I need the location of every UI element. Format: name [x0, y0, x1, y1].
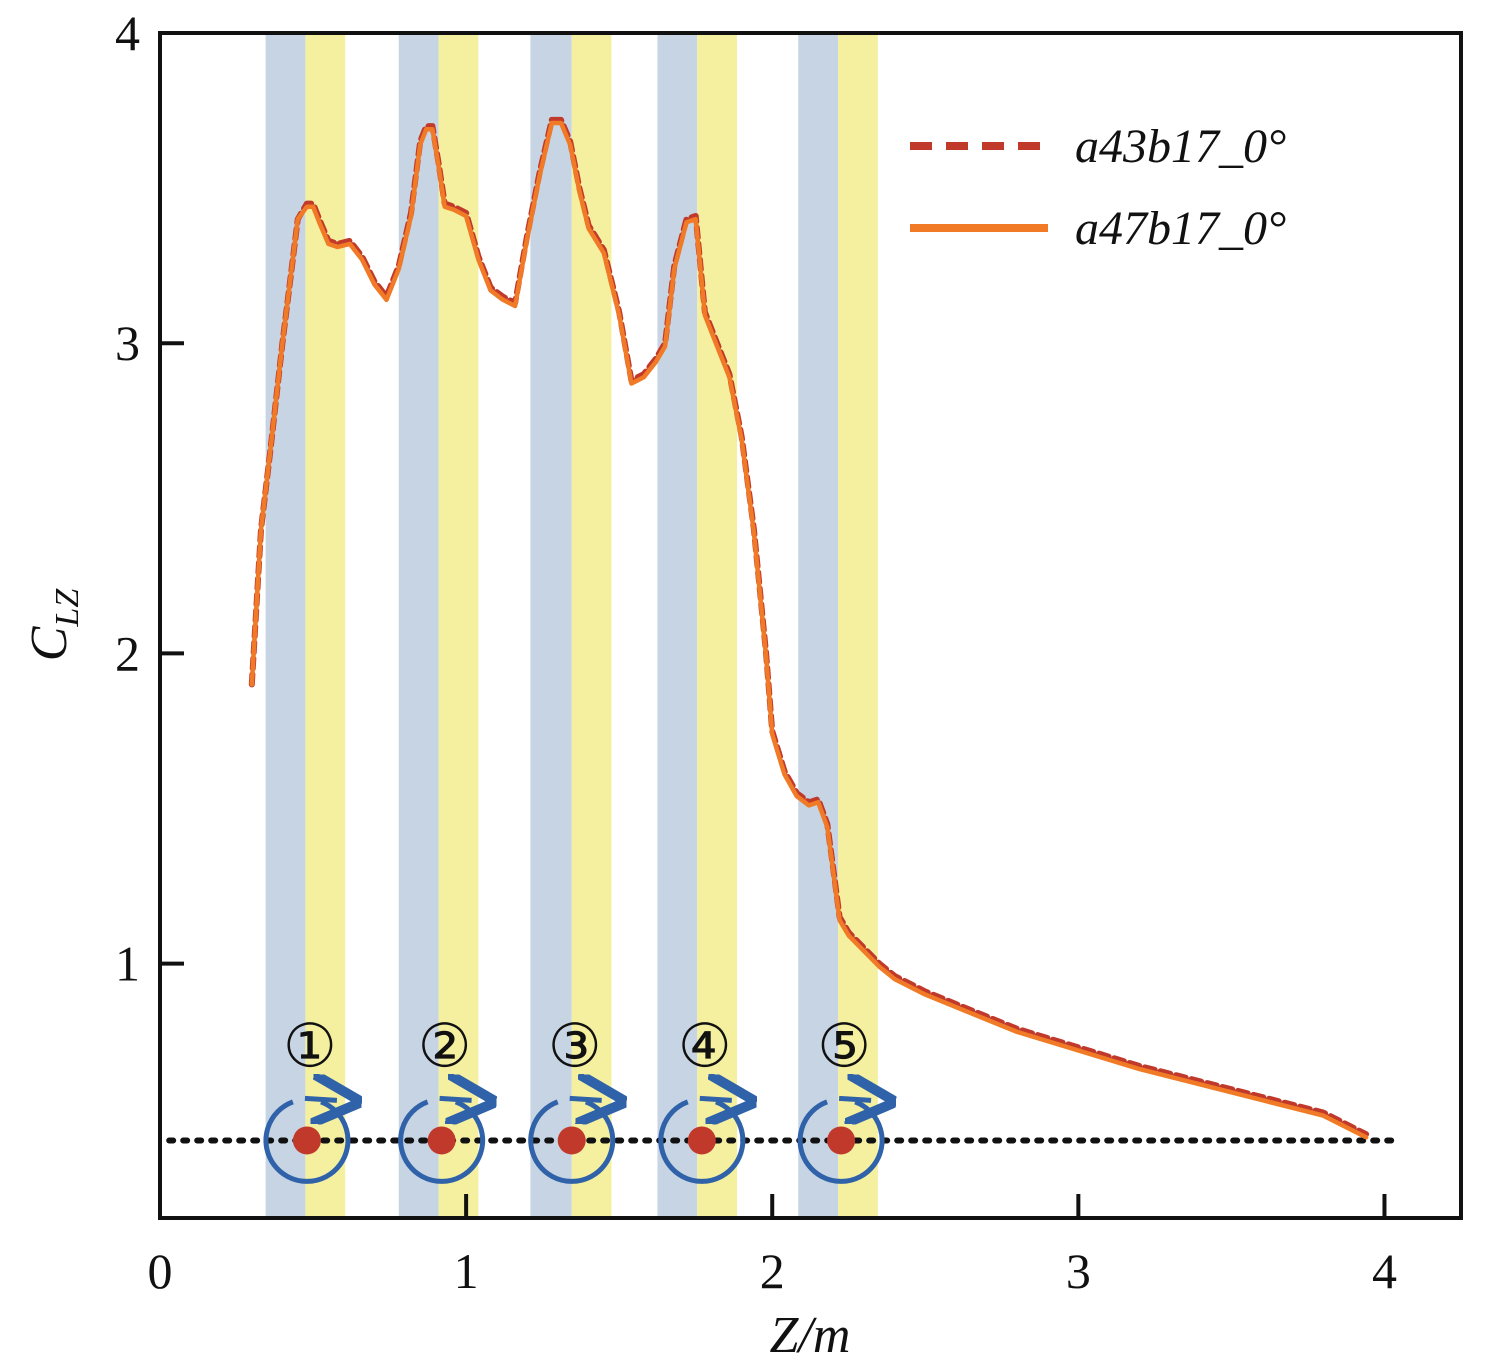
rotor-center-dot	[292, 1126, 321, 1155]
x-axis-title: Z/m	[770, 1307, 851, 1363]
x-tick-label: 0	[148, 1243, 173, 1299]
rotor-center-dot	[427, 1126, 456, 1155]
rotor-label-1: ①	[283, 1011, 337, 1081]
band-yellow-5	[838, 33, 878, 1218]
y-axis-title: CLZ	[21, 588, 86, 662]
rotor-center-dot	[827, 1126, 856, 1155]
rotor-2: ②	[398, 1011, 483, 1184]
band-yellow-4	[697, 33, 738, 1218]
rotation-arrow-icon	[569, 1098, 602, 1100]
rotor-1: ①	[263, 1011, 348, 1184]
rotation-arrow-icon	[304, 1098, 337, 1100]
rotor-label-4: ④	[678, 1011, 732, 1081]
x-tick-label: 1	[454, 1243, 479, 1299]
series-line-2	[249, 120, 1369, 1140]
y-axis-title-main: C	[21, 625, 78, 661]
plot-frame	[158, 31, 1463, 1220]
band-blue-4	[657, 33, 698, 1218]
rotor-center-dot	[557, 1126, 586, 1155]
rotation-arrow-icon	[439, 1098, 472, 1100]
series-layer	[248, 116, 1370, 1140]
y-tick-label: 3	[115, 315, 140, 371]
rotor-label-3: ③	[548, 1011, 602, 1081]
y-tick-label: 4	[115, 5, 140, 61]
legend-label-series-1: a43b17_0°	[1075, 120, 1286, 173]
y-tick-label: 2	[115, 625, 140, 681]
svg-text:CLZ: CLZ	[21, 588, 86, 662]
band-blue-5	[798, 33, 839, 1218]
rotor-4: ④	[658, 1011, 743, 1184]
rotor-3: ③	[528, 1011, 613, 1184]
x-tick-label: 3	[1066, 1243, 1091, 1299]
rotation-arrow-icon	[838, 1098, 871, 1100]
rotation-arrow-icon	[699, 1098, 732, 1100]
y-tick-label: 1	[115, 936, 140, 992]
rotor-label-2: ②	[418, 1011, 472, 1081]
rotor-label-5: ⑤	[817, 1011, 871, 1081]
band-blue-3	[530, 33, 572, 1218]
rotor-center-dot	[687, 1126, 716, 1155]
legend: a43b17_0° a47b17_0°	[910, 120, 1286, 255]
x-tick-label: 2	[760, 1243, 785, 1299]
y-axis-title-sub: LZ	[49, 588, 86, 628]
tick-layer: 0 1 2 3 4 1 2 3 4	[115, 5, 1397, 1299]
legend-label-series-2: a47b17_0°	[1075, 202, 1286, 255]
rotor-5: ⑤	[797, 1011, 882, 1184]
rotor-layer: ① ② ③ ④ ⑤	[263, 1011, 882, 1184]
x-tick-label: 4	[1372, 1243, 1397, 1299]
